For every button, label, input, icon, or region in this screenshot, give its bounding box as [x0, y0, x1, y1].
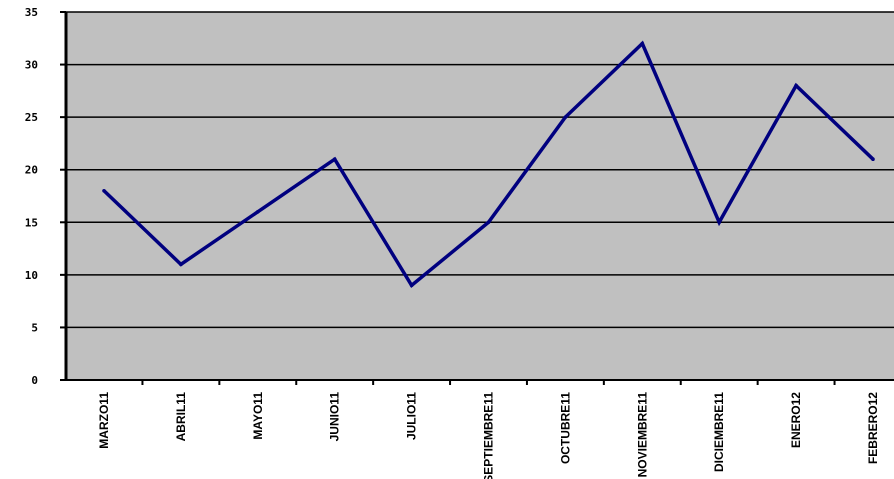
y-tick-label: 25: [25, 111, 38, 124]
gridlines: [66, 11, 894, 329]
x-tick-label: ABRIL11: [174, 392, 188, 442]
data-point: [102, 188, 106, 193]
x-tick-label: NOVIEMBRE11: [635, 392, 649, 478]
data-point: [794, 83, 798, 88]
series-group: [102, 40, 875, 289]
x-tick-label: MAYO11: [251, 392, 265, 440]
y-axis-ticks: 0 5 10 15 20 25 30 35: [25, 6, 66, 387]
x-tick-label: ENERO12: [789, 392, 803, 448]
plot-area: [66, 12, 894, 380]
x-tick-label: JULIO11: [405, 392, 419, 440]
y-tick-label: 10: [25, 269, 38, 282]
data-point: [640, 41, 645, 46]
x-tick-label: OCTUBRE11: [558, 392, 572, 464]
x-tick-label: SEPTIEMBRE11: [482, 392, 496, 479]
data-point: [486, 220, 491, 225]
data-point: [409, 283, 414, 288]
x-tick-label: FEBRERO12: [866, 392, 880, 464]
y-tick-label: 0: [31, 374, 38, 387]
y-tick-label: 15: [25, 216, 38, 229]
x-tick-label: DICIEMBRE11: [712, 392, 726, 472]
y-tick-label: 20: [25, 164, 38, 177]
x-tick-label: MARZO11: [97, 392, 111, 449]
data-point: [255, 209, 260, 214]
x-tick-label: JUNIO11: [328, 392, 342, 442]
data-point: [717, 220, 721, 225]
y-tick-label: 5: [31, 321, 38, 334]
y-tick-label: 30: [25, 59, 38, 72]
data-point: [179, 262, 183, 267]
y-tick-label: 35: [25, 6, 38, 19]
data-point: [563, 115, 568, 119]
data-point: [871, 157, 875, 161]
data-point: [332, 157, 337, 161]
x-axis-ticks: MARZO11 ABRIL11 MAYO11 JUNIO11 JULIO11 SEPTIE…: [97, 380, 880, 479]
